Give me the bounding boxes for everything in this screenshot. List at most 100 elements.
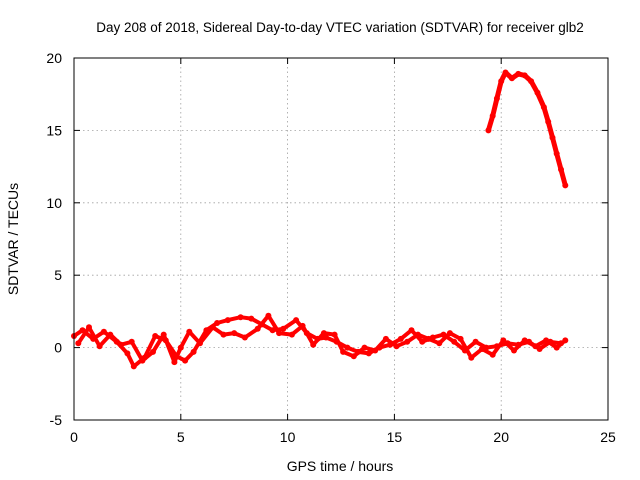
y-tick-label: 15 xyxy=(46,122,62,138)
y-tick-label: -5 xyxy=(50,412,63,428)
data-point xyxy=(528,78,535,85)
data-point xyxy=(532,343,539,350)
data-point xyxy=(152,333,159,339)
data-point xyxy=(150,348,156,355)
data-point xyxy=(241,334,248,341)
y-tick-label: 10 xyxy=(46,195,62,211)
data-point xyxy=(320,330,327,337)
x-tick-label: 25 xyxy=(600,429,616,445)
data-point xyxy=(553,150,560,157)
series-line xyxy=(485,70,568,188)
data-point xyxy=(237,314,244,321)
data-point xyxy=(197,340,203,347)
data-point xyxy=(276,330,283,337)
data-point xyxy=(558,166,564,173)
data-point xyxy=(479,346,485,352)
data-point xyxy=(118,341,124,348)
data-point xyxy=(515,70,522,77)
data-point xyxy=(534,89,541,96)
data-point xyxy=(75,340,82,347)
data-point xyxy=(96,343,103,350)
data-point xyxy=(498,78,505,85)
data-point xyxy=(130,363,137,370)
data-point xyxy=(508,75,515,82)
y-tick-label: 5 xyxy=(54,267,62,283)
data-point xyxy=(350,353,357,360)
data-point xyxy=(419,338,426,345)
data-point xyxy=(500,337,507,344)
y-axis-label: SDTVAR / TECUs xyxy=(5,183,21,295)
data-series-layer xyxy=(71,69,569,370)
data-point xyxy=(511,347,517,354)
data-point xyxy=(280,325,287,332)
axis-ticks: 0 5 10 15 20 25 -5 0 5 10 15 20 xyxy=(46,50,616,445)
data-point xyxy=(220,331,227,338)
data-point xyxy=(562,182,569,189)
data-point xyxy=(331,331,338,338)
x-axis-label: GPS time / hours xyxy=(287,458,394,474)
data-point xyxy=(365,350,372,357)
data-point xyxy=(404,338,411,345)
data-point xyxy=(124,350,131,357)
data-point xyxy=(408,327,415,334)
data-point xyxy=(521,72,528,79)
data-point xyxy=(177,344,184,351)
data-point xyxy=(231,330,238,337)
data-point xyxy=(139,357,146,364)
data-point xyxy=(171,359,178,366)
data-point xyxy=(521,337,528,344)
x-tick-label: 0 xyxy=(70,429,78,445)
data-point xyxy=(214,320,221,326)
data-point xyxy=(457,335,464,342)
data-point xyxy=(436,340,443,347)
data-point xyxy=(224,317,231,324)
x-tick-label: 20 xyxy=(493,429,509,445)
x-tick-label: 10 xyxy=(280,429,296,445)
data-point xyxy=(340,348,347,355)
x-tick-label: 15 xyxy=(387,429,403,445)
data-point xyxy=(472,338,479,345)
data-point xyxy=(393,343,400,350)
x-tick-label: 5 xyxy=(177,429,185,445)
data-point xyxy=(186,328,193,335)
series-1 xyxy=(75,312,569,366)
data-point xyxy=(182,357,189,364)
data-point xyxy=(451,338,458,345)
data-point xyxy=(489,112,496,119)
data-point xyxy=(248,315,255,322)
data-point xyxy=(128,338,135,345)
data-point xyxy=(100,328,107,335)
data-point xyxy=(502,69,509,76)
data-point xyxy=(549,134,556,141)
y-tick-label: 20 xyxy=(46,50,62,66)
chart-title: Day 208 of 2018, Sidereal Day-to-day VTE… xyxy=(96,20,583,35)
data-point xyxy=(293,317,300,324)
data-point xyxy=(489,351,496,358)
data-point xyxy=(425,335,432,342)
data-point xyxy=(160,331,167,338)
data-point xyxy=(190,348,197,355)
plot-frame xyxy=(73,57,609,421)
data-point xyxy=(545,118,552,125)
data-point xyxy=(562,337,569,344)
data-point xyxy=(299,322,306,329)
data-point xyxy=(543,337,550,344)
series-2 xyxy=(485,69,569,189)
data-point xyxy=(397,335,404,342)
data-point xyxy=(372,347,379,354)
data-point xyxy=(86,324,92,331)
data-point xyxy=(254,325,261,332)
data-point xyxy=(361,344,368,351)
data-point xyxy=(382,335,389,342)
data-point xyxy=(344,344,351,351)
data-point xyxy=(288,331,295,338)
data-point xyxy=(310,341,317,348)
data-point xyxy=(414,331,421,338)
data-point xyxy=(540,104,547,111)
data-point xyxy=(446,330,453,337)
y-tick-label: 0 xyxy=(54,340,62,356)
data-point xyxy=(468,354,475,361)
data-point xyxy=(209,324,216,331)
